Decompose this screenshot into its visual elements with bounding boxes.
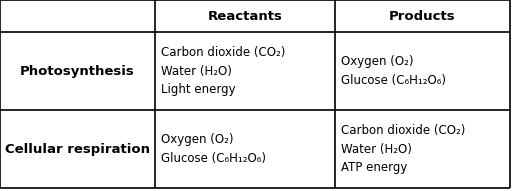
Text: Oxygen (O₂)
Glucose (C₆H₁₂O₆): Oxygen (O₂) Glucose (C₆H₁₂O₆)	[161, 133, 266, 165]
Text: Oxygen (O₂)
Glucose (C₆H₁₂O₆): Oxygen (O₂) Glucose (C₆H₁₂O₆)	[341, 55, 446, 87]
Text: Photosynthesis: Photosynthesis	[20, 65, 135, 78]
Text: Cellular respiration: Cellular respiration	[5, 142, 150, 155]
Text: Carbon dioxide (CO₂)
Water (H₂O)
ATP energy: Carbon dioxide (CO₂) Water (H₂O) ATP ene…	[341, 124, 466, 174]
Text: Reactants: Reactants	[208, 10, 282, 23]
Text: Products: Products	[389, 10, 456, 23]
Text: Carbon dioxide (CO₂)
Water (H₂O)
Light energy: Carbon dioxide (CO₂) Water (H₂O) Light e…	[161, 46, 285, 96]
